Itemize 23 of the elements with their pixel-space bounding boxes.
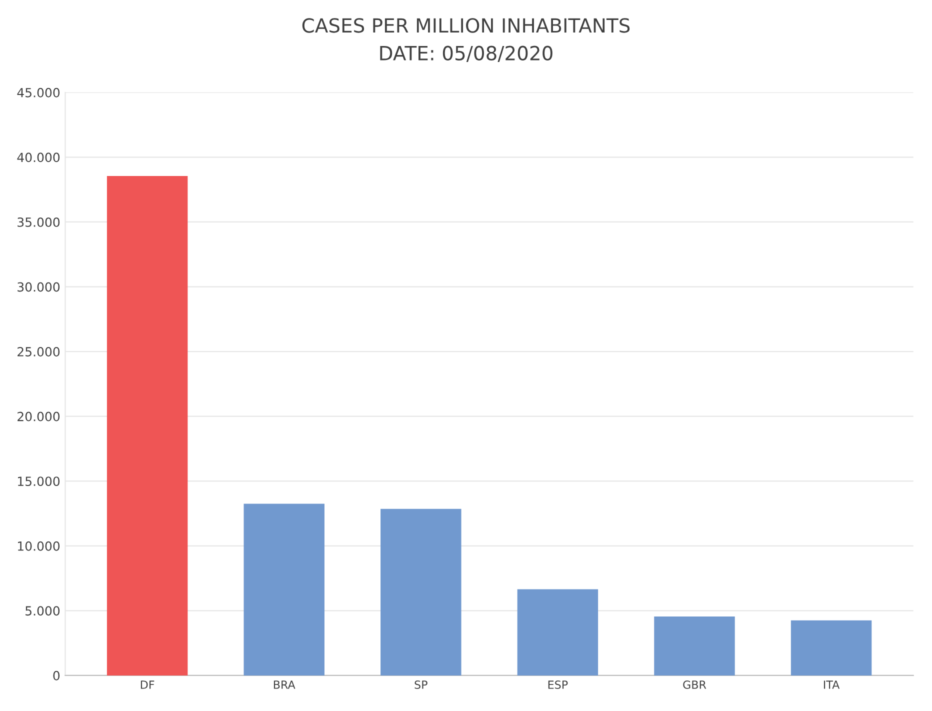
y-tick-label: 0: [53, 670, 60, 680]
bar: [790, 620, 872, 676]
x-tick-label: ITA: [824, 680, 840, 689]
x-tick-label: DF: [140, 680, 154, 689]
chart-title: CASES PER MILLION INHABITANTS DATE: 05/08/2020: [302, 18, 630, 62]
x-tick-label: BRA: [274, 680, 296, 689]
bar: [106, 176, 188, 676]
x-tick-label: SP: [414, 680, 428, 689]
bar: [654, 616, 735, 676]
y-tick-label: 20.000: [18, 412, 60, 422]
y-tick-label: 5.000: [26, 606, 60, 616]
y-tick-label: 10.000: [18, 541, 60, 551]
bar: [517, 589, 598, 676]
y-tick-label: 45.000: [17, 88, 60, 98]
y-tick-label: 30.000: [18, 282, 60, 292]
x-tick-label: GBR: [683, 680, 706, 689]
x-tick-label: ESP: [548, 680, 568, 689]
y-tick-label: 15.000: [18, 476, 60, 486]
y-tick-label: 35.000: [18, 217, 60, 227]
bar: [380, 508, 462, 676]
y-tick-label: 25.000: [18, 347, 60, 356]
bar: [244, 504, 324, 676]
y-tick-label: 40.000: [17, 152, 60, 162]
